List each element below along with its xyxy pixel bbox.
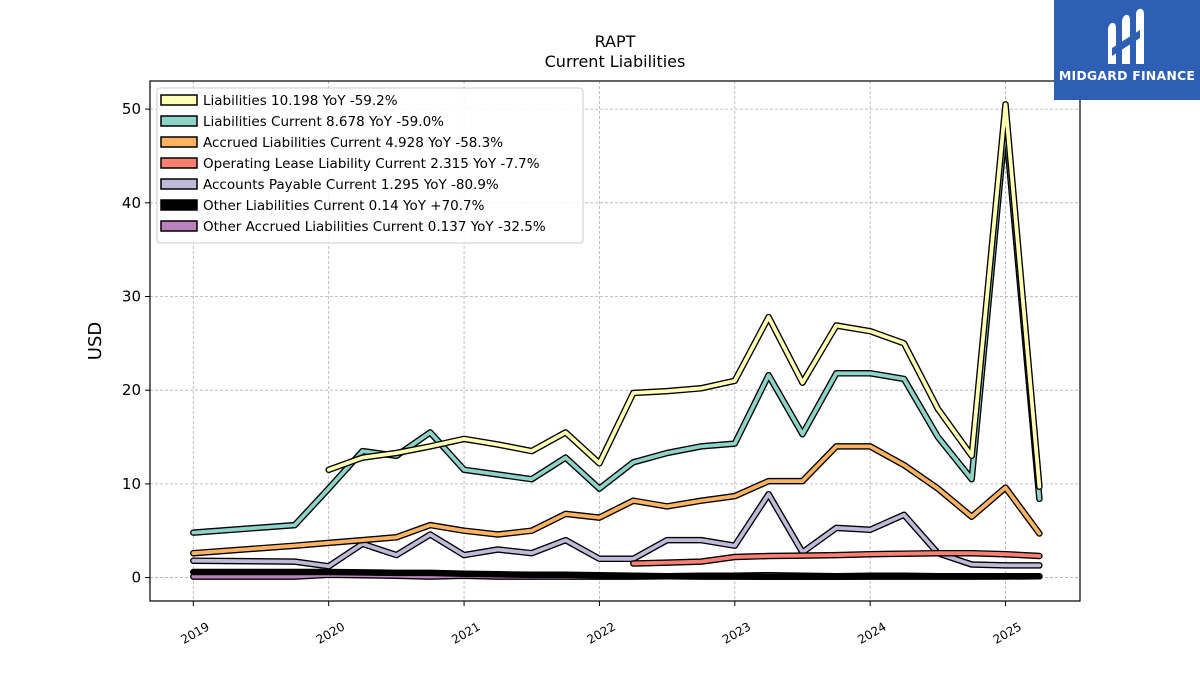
x-tick-label: 2023 (720, 619, 753, 646)
y-axis-label: USD (85, 322, 106, 360)
series-line (191, 570, 1042, 579)
y-tick-label: 30 (122, 287, 141, 305)
series-line (191, 444, 1042, 556)
legend-entry: Other Accrued Liabilities Current 0.137 … (203, 219, 546, 235)
legend-swatch (160, 157, 198, 169)
brand-logo: MIDGARD FINANCE (1054, 0, 1200, 100)
legend-entry: Liabilities 10.198 YoY -59.2% (203, 93, 398, 109)
series-accounts-payable-current (190, 490, 1043, 570)
plot-frame (149, 80, 1081, 602)
series-accrued-liabilities-current (190, 443, 1043, 557)
x-tick-label: 2019 (178, 619, 211, 646)
x-tick-label: 2024 (855, 619, 888, 646)
legend-swatch (160, 115, 198, 127)
chart-title: RAPT (595, 32, 636, 51)
series-other-liabilities-current (190, 568, 1043, 581)
legend-entry: Operating Lease Liability Current 2.315 … (203, 156, 540, 172)
chart-subtitle: Current Liabilities (545, 52, 686, 71)
legend-swatch (160, 220, 198, 232)
series-line (631, 551, 1042, 566)
y-tick-label: 50 (122, 100, 141, 118)
series-operating-lease-liability-current (630, 549, 1043, 567)
series-line (191, 492, 1042, 569)
y-tick-label: 10 (122, 475, 141, 493)
legend-entry: Accounts Payable Current 1.295 YoY -80.9… (203, 177, 499, 193)
legend-swatch (160, 178, 198, 190)
legend-swatch (160, 136, 198, 148)
legend-entry: Other Liabilities Current 0.14 YoY +70.7… (203, 198, 485, 214)
brand-name: MIDGARD FINANCE (1058, 68, 1196, 83)
y-tick-label: 40 (122, 194, 141, 212)
x-tick-label: 2022 (584, 619, 617, 646)
legend-box (156, 87, 584, 244)
x-tick-label: 2025 (991, 619, 1024, 646)
legend: Liabilities 10.198 YoY -59.2% Liabilities… (156, 87, 584, 244)
legend-entry: Liabilities Current 8.678 YoY -59.0% (203, 114, 444, 130)
series-line (326, 102, 1042, 489)
legend-swatch (160, 94, 198, 106)
legend-swatch (160, 199, 198, 211)
plot-series (190, 101, 1043, 581)
y-tick-label: 0 (131, 569, 141, 587)
series-liabilities (325, 101, 1043, 490)
y-tick-label: 20 (122, 381, 141, 399)
x-tick-label: 2020 (314, 619, 347, 646)
legend-entry: Accrued Liabilities Current 4.928 YoY -5… (203, 135, 503, 151)
x-tick-label: 2021 (449, 619, 482, 646)
brand-mark-icon (1108, 8, 1144, 65)
